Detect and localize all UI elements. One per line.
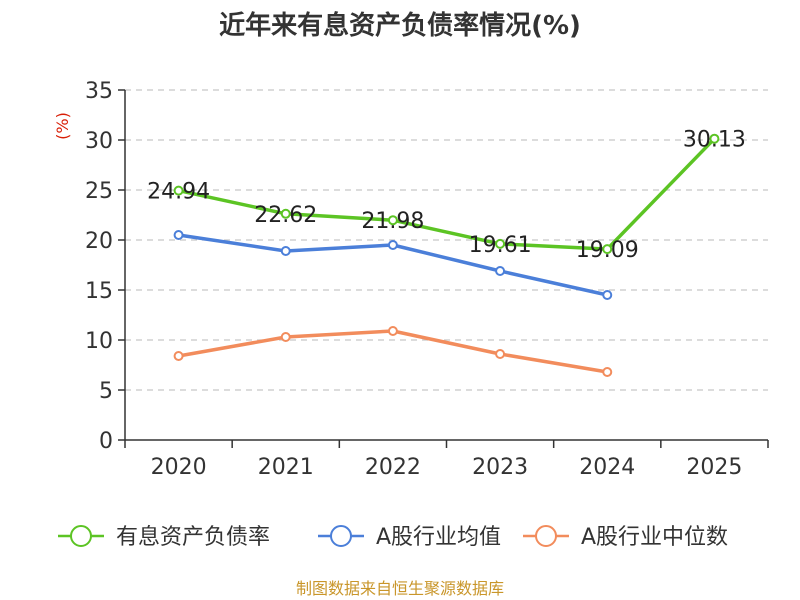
series-2-point-2020[interactable] bbox=[173, 351, 184, 361]
legend[interactable]: 有息资产负债率 A股行业均值 A股行业中位数 bbox=[58, 525, 728, 550]
x-tick-label-2025: 2025 bbox=[686, 455, 742, 480]
series-0-point-2021[interactable] bbox=[280, 208, 291, 219]
data-label-2024: 19.09 bbox=[576, 238, 639, 263]
series-2-point-2023[interactable] bbox=[495, 349, 506, 359]
x-tick-label-2020: 2020 bbox=[151, 455, 207, 480]
data-label-2025: 30.13 bbox=[683, 128, 746, 153]
y-tick-label-35: 35 bbox=[85, 79, 113, 104]
series-0-point-2024[interactable] bbox=[602, 244, 613, 255]
legend-label-1: A股行业均值 bbox=[376, 525, 501, 550]
y-tick-label-30: 30 bbox=[85, 129, 113, 154]
legend-label-2: A股行业中位数 bbox=[581, 525, 728, 550]
x-tick-label-2022: 2022 bbox=[365, 455, 421, 480]
series-line-0 bbox=[178, 137, 716, 251]
x-tick-label-2024: 2024 bbox=[579, 455, 635, 480]
source-note: 制图数据来自恒生聚源数据库 bbox=[296, 579, 504, 598]
y-tick-label-25: 25 bbox=[85, 179, 113, 204]
series-0-point-2022[interactable] bbox=[387, 215, 398, 226]
legend-item-1[interactable]: A股行业均值 bbox=[318, 525, 501, 550]
series-1-point-2022[interactable] bbox=[387, 240, 398, 250]
gridlines bbox=[125, 89, 768, 391]
chart-title: 近年来有息资产负债率情况(%) bbox=[219, 10, 581, 41]
series-group bbox=[173, 133, 720, 377]
y-axis-unit: (%) bbox=[53, 112, 72, 140]
series-0-point-2025[interactable] bbox=[709, 133, 720, 144]
x-tick-label-2021: 2021 bbox=[258, 455, 314, 480]
series-line-2 bbox=[178, 329, 608, 374]
series-2-point-2022[interactable] bbox=[387, 326, 398, 336]
series-1-point-2023[interactable] bbox=[495, 266, 506, 276]
y-tick-label-5: 5 bbox=[99, 379, 113, 404]
data-label-2023: 19.61 bbox=[469, 233, 532, 258]
y-tick-label-10: 10 bbox=[85, 329, 113, 354]
y-tick-label-20: 20 bbox=[85, 229, 113, 254]
legend-marker-1 bbox=[330, 525, 352, 547]
series-1-point-2021[interactable] bbox=[280, 246, 291, 256]
legend-label-0: 有息资产负债率 bbox=[116, 525, 270, 550]
y-tick-label-15: 15 bbox=[85, 279, 113, 304]
x-tick-label-2023: 2023 bbox=[472, 455, 528, 480]
series-2-point-2024[interactable] bbox=[602, 367, 613, 377]
series-1-point-2024[interactable] bbox=[602, 290, 613, 300]
data-label-2022: 21.98 bbox=[361, 209, 424, 234]
y-tick-label-0: 0 bbox=[99, 429, 113, 454]
series-1-point-2020[interactable] bbox=[173, 230, 184, 240]
legend-marker-0 bbox=[70, 525, 92, 547]
legend-item-2[interactable]: A股行业中位数 bbox=[523, 525, 728, 550]
data-label-2021: 22.62 bbox=[254, 203, 317, 228]
legend-marker-2 bbox=[535, 525, 557, 547]
legend-item-0[interactable]: 有息资产负债率 bbox=[58, 525, 270, 550]
series-0-point-2020[interactable] bbox=[173, 185, 184, 196]
data-labels: 24.94 22.62 21.98 19.61 19.09 30.13 bbox=[147, 128, 746, 263]
series-2-point-2021[interactable] bbox=[280, 332, 291, 342]
series-0-point-2023[interactable] bbox=[495, 238, 506, 249]
data-label-2020: 24.94 bbox=[147, 180, 210, 205]
